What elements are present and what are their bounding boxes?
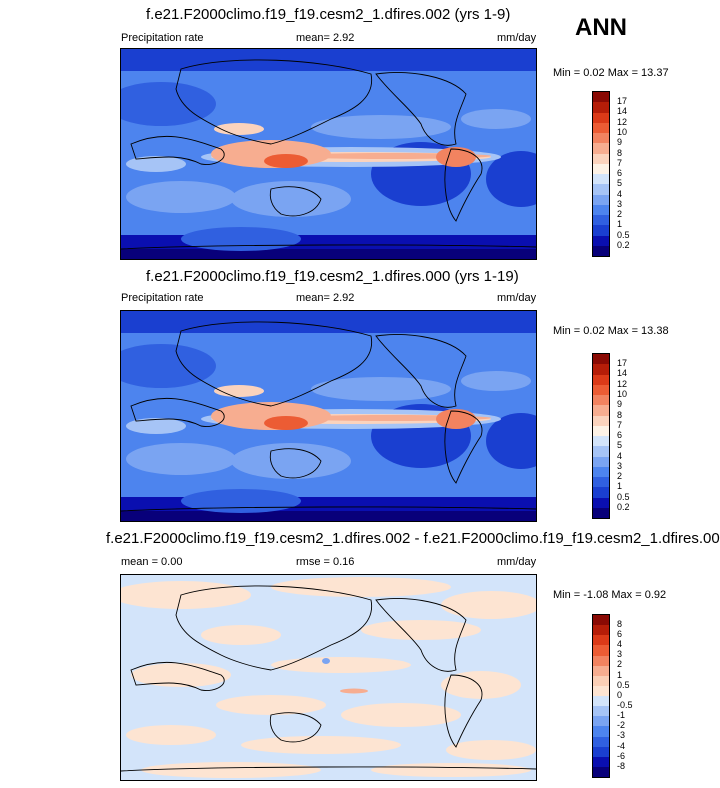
colorbar-tick: 8: [617, 410, 623, 420]
panel2-minmax: Min = 0.02 Max = 13.38: [553, 325, 669, 337]
panel2-mean: mean= 2.92: [296, 292, 355, 304]
colorbar-tick: 14: [617, 106, 628, 116]
panel1-units: mm/day: [497, 32, 537, 44]
colorbar-tick: 9: [617, 399, 623, 409]
colorbar-tick: 12: [617, 117, 628, 127]
colorbar-tick: 6: [617, 168, 623, 178]
colorbar-tick: 7: [617, 158, 623, 168]
colorbar-tick: 2: [617, 471, 623, 481]
panel1-title: f.e21.F2000climo.f19_f19.cesm2_1.dfires.…: [146, 6, 511, 23]
colorbar-tick: 4: [617, 189, 623, 199]
colorbar-tick: 4: [617, 639, 623, 649]
colorbar-tick: -3: [617, 730, 626, 740]
colorbar-tick: 5: [617, 440, 623, 450]
colorbar-tick: 8: [617, 619, 623, 629]
panel3-map: [120, 574, 537, 781]
panel2-colorbar: [592, 353, 610, 519]
colorbar-tick: 10: [617, 389, 628, 399]
colorbar-tick: 12: [617, 379, 628, 389]
panel1-minmax: Min = 0.02 Max = 13.37: [553, 67, 669, 79]
panel3-title: f.e21.F2000climo.f19_f19.cesm2_1.dfires.…: [106, 530, 720, 547]
colorbar-tick: 3: [617, 649, 623, 659]
colorbar-tick: 9: [617, 137, 623, 147]
panel1-variable: Precipitation rate: [121, 32, 204, 44]
panel3-colorbar: [592, 614, 610, 778]
colorbar-tick: -6: [617, 751, 626, 761]
panel2-title: f.e21.F2000climo.f19_f19.cesm2_1.dfires.…: [146, 268, 519, 285]
colorbar-tick: 0.5: [617, 230, 630, 240]
panel2-units: mm/day: [497, 292, 537, 304]
colorbar-tick: 1: [617, 481, 623, 491]
colorbar-tick: 0: [617, 690, 623, 700]
panel1-colorbar: [592, 91, 610, 257]
colorbar-tick: 1: [617, 670, 623, 680]
colorbar-tick: 14: [617, 368, 628, 378]
panel2-variable: Precipitation rate: [121, 292, 204, 304]
colorbar-tick: 6: [617, 629, 623, 639]
colorbar-tick: 2: [617, 209, 623, 219]
colorbar-tick: 7: [617, 420, 623, 430]
colorbar-tick: 0.2: [617, 502, 630, 512]
panel1-map: [120, 48, 537, 260]
colorbar-tick: 17: [617, 96, 628, 106]
colorbar-tick: 17: [617, 358, 628, 368]
colorbar-tick: 0.2: [617, 240, 630, 250]
colorbar-tick: 5: [617, 178, 623, 188]
colorbar-tick: 0.5: [617, 680, 630, 690]
colorbar-tick: -4: [617, 741, 626, 751]
colorbar-tick: 6: [617, 430, 623, 440]
colorbar-tick: -2: [617, 720, 626, 730]
colorbar-tick: 2: [617, 659, 623, 669]
colorbar-tick: 3: [617, 199, 623, 209]
colorbar-tick: -1: [617, 710, 626, 720]
panel3-minmax: Min = -1.08 Max = 0.92: [553, 589, 667, 601]
panel3-units: mm/day: [497, 556, 537, 568]
colorbar-tick: -8: [617, 761, 626, 771]
colorbar-tick: 10: [617, 127, 628, 137]
panel2-map: [120, 310, 537, 522]
panel1-mean: mean= 2.92: [296, 32, 355, 44]
colorbar-tick: 8: [617, 148, 623, 158]
season-label: ANN: [575, 14, 627, 41]
colorbar-tick: 4: [617, 451, 623, 461]
colorbar-tick: 0.5: [617, 492, 630, 502]
colorbar-tick: -0.5: [617, 700, 633, 710]
panel3-mean: mean = 0.00: [121, 556, 183, 568]
colorbar-tick: 3: [617, 461, 623, 471]
colorbar-tick: 1: [617, 219, 623, 229]
panel3-rmse: rmse = 0.16: [296, 556, 355, 568]
